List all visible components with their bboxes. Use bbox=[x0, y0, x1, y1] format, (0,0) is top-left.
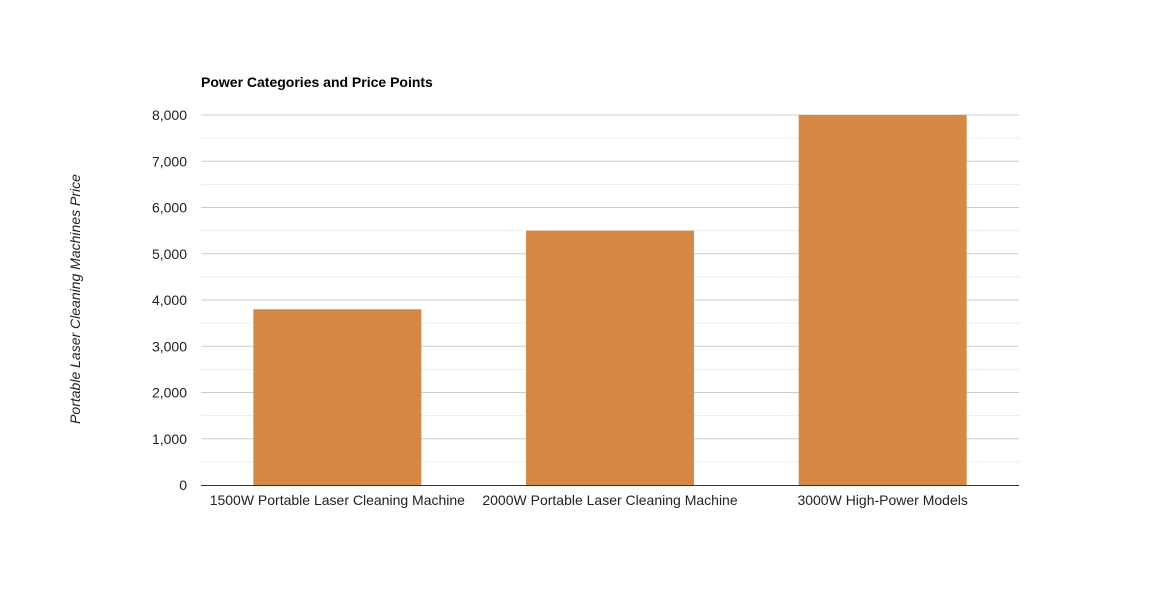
y-tick-label: 8,000 bbox=[152, 107, 187, 123]
y-tick-label: 2,000 bbox=[152, 385, 187, 401]
y-tick-label: 0 bbox=[179, 477, 187, 493]
y-tick-label: 6,000 bbox=[152, 200, 187, 216]
y-axis-title: Portable Laser Cleaning Machines Price bbox=[67, 174, 83, 424]
x-tick-labels: 1500W Portable Laser Cleaning Machine 200… bbox=[210, 492, 968, 508]
y-tick-label: 1,000 bbox=[152, 431, 187, 447]
x-tick-label: 2000W Portable Laser Cleaning Machine bbox=[482, 492, 737, 508]
y-tick-label: 3,000 bbox=[152, 338, 187, 354]
bars bbox=[253, 115, 967, 485]
bar bbox=[253, 309, 422, 485]
bar bbox=[798, 115, 967, 485]
chart-title: Power Categories and Price Points bbox=[201, 74, 433, 90]
bar bbox=[526, 230, 694, 485]
y-tick-labels: 0 1,000 2,000 3,000 4,000 5,000 6,000 7,000 8,00… bbox=[152, 107, 187, 493]
x-tick-label: 3000W High-Power Models bbox=[797, 492, 967, 508]
y-tick-label: 4,000 bbox=[152, 292, 187, 308]
y-tick-label: 7,000 bbox=[152, 153, 187, 169]
x-tick-label: 1500W Portable Laser Cleaning Machine bbox=[210, 492, 465, 508]
y-tick-label: 5,000 bbox=[152, 246, 187, 262]
